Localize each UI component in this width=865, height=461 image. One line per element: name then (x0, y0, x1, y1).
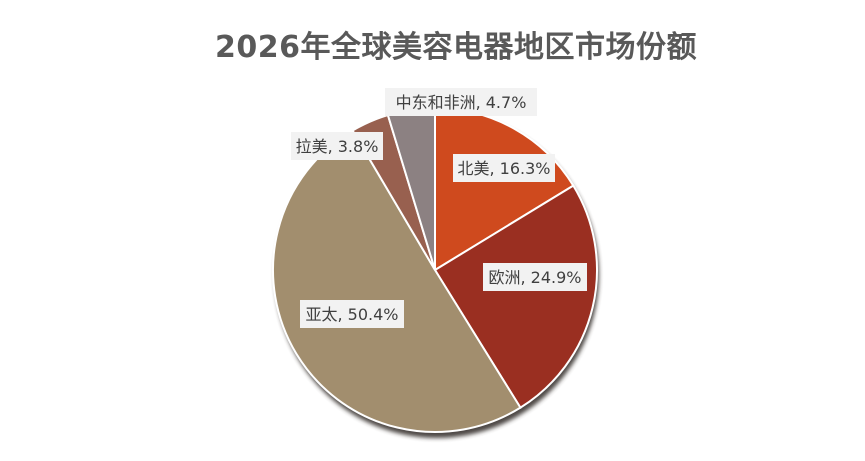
pie-slice-asia-pacific (272, 129, 522, 433)
data-label-text-latin-america: 拉美, 3.8% (296, 137, 379, 156)
data-label-latin-america: 拉美, 3.8% (291, 132, 383, 160)
data-label-middle-east-africa: 中东和非洲, 4.7% (385, 88, 537, 116)
pie-slices (272, 106, 598, 433)
data-label-north-america: 北美, 16.3% (453, 154, 555, 182)
data-label-text-asia-pacific: 亚太, 50.4% (305, 305, 398, 324)
data-label-text-europe: 欧洲, 24.9% (488, 268, 581, 287)
data-label-europe: 欧洲, 24.9% (483, 263, 587, 291)
data-label-asia-pacific: 亚太, 50.4% (300, 300, 404, 328)
data-label-text-middle-east-africa: 中东和非洲, 4.7% (396, 93, 527, 112)
data-label-text-north-america: 北美, 16.3% (457, 159, 550, 178)
data-labels: 北美, 16.3% 欧洲, 24.9% 亚太, 50.4% 拉美, 3.8% 中… (291, 88, 587, 328)
pie-slice-europe (433, 184, 598, 410)
chart-title: 2026年全球美容电器地区市场份额 (215, 30, 697, 65)
